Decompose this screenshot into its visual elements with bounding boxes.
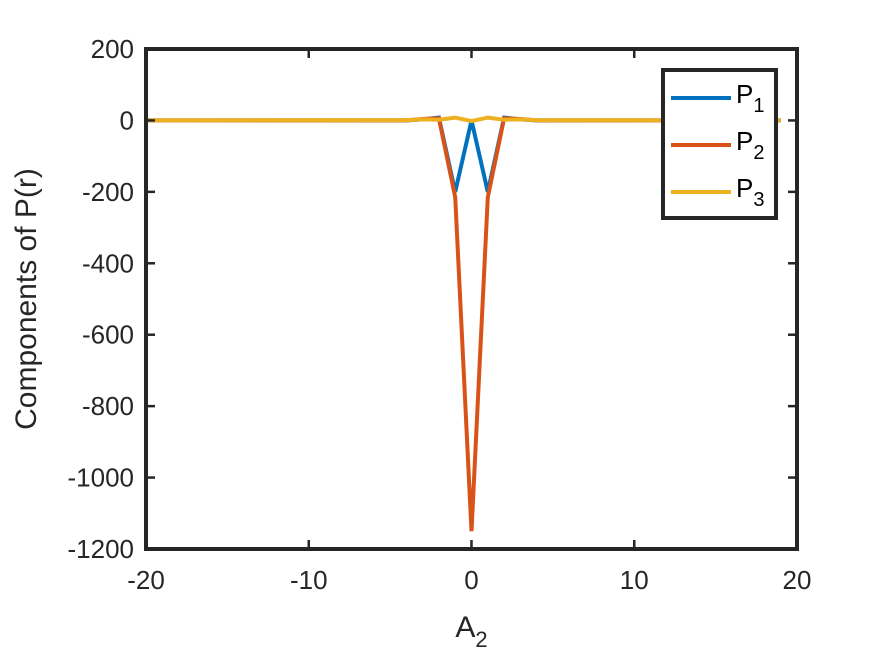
- x-tick-label: 0: [464, 565, 478, 595]
- series-layer: [145, 115, 781, 532]
- y-axis-label: Components of P(r): [10, 168, 43, 430]
- x-tick-label: 10: [620, 565, 649, 595]
- legend: P1 P2 P3: [661, 68, 778, 220]
- y-tick-label: -1000: [68, 463, 135, 493]
- x-tick-label: 20: [783, 565, 812, 595]
- y-tick-label: -400: [82, 248, 134, 278]
- series-line-3: [145, 115, 781, 124]
- y-tick-label: -800: [82, 391, 134, 421]
- legend-label-3: P3: [736, 173, 764, 211]
- x-tick-label: -20: [127, 565, 165, 595]
- legend-label-2: P2: [736, 126, 764, 164]
- y-tick-label: -600: [82, 320, 134, 350]
- x-tick-label: -10: [290, 565, 328, 595]
- x-axis-label: A2: [455, 611, 487, 652]
- y-tick-label: -1200: [68, 534, 135, 564]
- ticks-layer: -20 -10 0 10 20 200 0 -200 -400 -600 -800 -1000 -120…: [68, 34, 812, 595]
- y-tick-label: -200: [82, 177, 134, 207]
- legend-label-1: P1: [736, 79, 764, 117]
- y-tick-label: 0: [120, 105, 134, 135]
- y-tick-label: 200: [91, 34, 134, 64]
